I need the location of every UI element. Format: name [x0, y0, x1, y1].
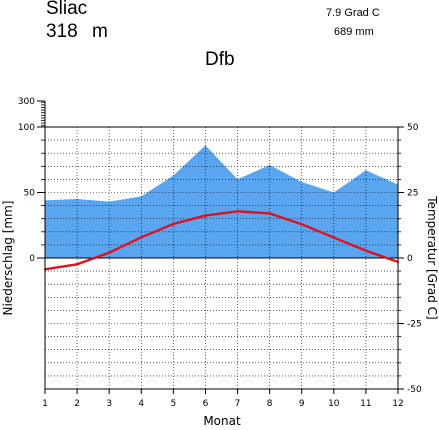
- temperature-point: [236, 210, 239, 213]
- x-tick-label: 11: [360, 399, 371, 409]
- temperature-point: [76, 263, 79, 266]
- temperature-point: [364, 249, 367, 252]
- annual-precipitation: 689 mm: [334, 26, 374, 38]
- x-tick-label: 3: [106, 399, 112, 409]
- x-tick-label: 10: [328, 399, 340, 409]
- x-tick-label: 6: [203, 399, 209, 409]
- x-tick-label: 12: [392, 399, 403, 409]
- climate-class: Dfb: [205, 49, 235, 70]
- precipitation-point: [108, 201, 110, 203]
- x-tick-label: 5: [170, 399, 176, 409]
- left-axis-title: Niederschlag [mm]: [1, 201, 15, 316]
- left-tick-label: 100: [18, 123, 35, 133]
- temperature-point: [332, 236, 335, 239]
- temperature-point: [140, 236, 143, 239]
- temperature-point: [300, 223, 303, 226]
- x-axis-title: Monat: [203, 414, 241, 428]
- temperature-point: [172, 222, 175, 225]
- mean-temperature: 7.9 Grad C: [326, 7, 380, 19]
- right-axis-title: Temperatur [Grad C]: [425, 195, 439, 319]
- x-tick-label: 8: [267, 399, 273, 409]
- precipitation-point: [269, 164, 271, 166]
- station-elevation-unit: m: [92, 21, 108, 42]
- temperature-line: [44, 210, 399, 271]
- temperature-point: [108, 251, 111, 254]
- temperature-point: [268, 212, 271, 215]
- station-name: Sliac: [46, 0, 88, 19]
- x-tick-label: 7: [235, 399, 241, 409]
- temperature-point: [204, 214, 207, 217]
- precipitation-area: [45, 145, 398, 258]
- left-tick-label: 50: [24, 189, 36, 199]
- right-tick-label: 0: [407, 254, 413, 264]
- right-tick-label: 25: [407, 189, 418, 199]
- station-elevation: 318: [46, 21, 78, 42]
- x-tick-label: 2: [74, 399, 80, 409]
- left-tick-label: 300: [18, 97, 35, 107]
- left-tick-label: 0: [29, 254, 35, 264]
- right-tick-label: -25: [407, 320, 422, 330]
- x-tick-label: 4: [138, 399, 144, 409]
- right-tick-label: 50: [407, 123, 419, 133]
- x-tick-label: 1: [42, 399, 48, 409]
- x-tick-label: 9: [299, 399, 305, 409]
- right-tick-label: -50: [407, 385, 422, 395]
